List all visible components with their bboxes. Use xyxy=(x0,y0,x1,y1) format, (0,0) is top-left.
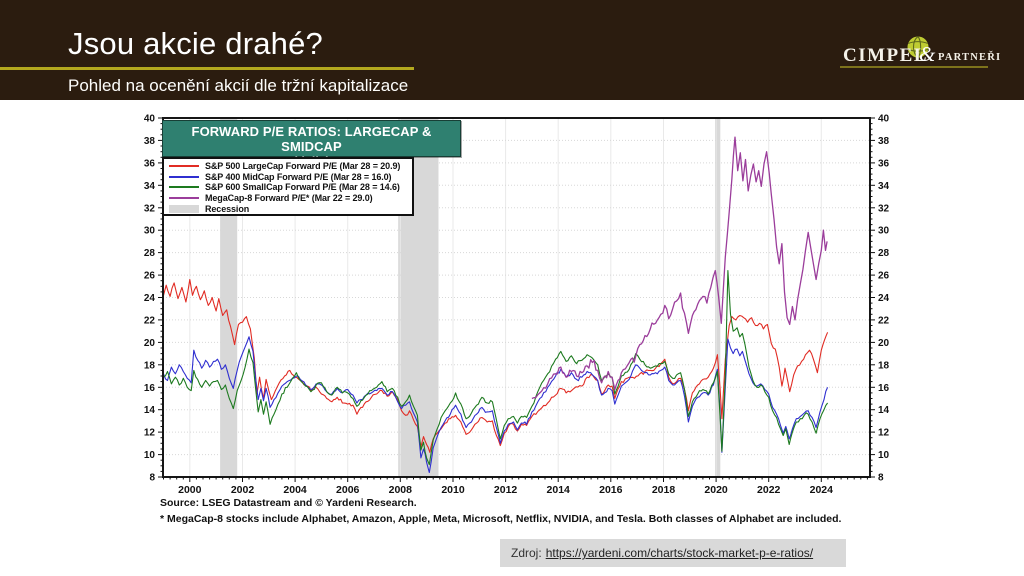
svg-text:2010: 2010 xyxy=(441,484,465,496)
source-bar: Zdroj: https://yardeni.com/charts/stock-… xyxy=(500,539,846,567)
series-sp600-smallcap xyxy=(163,270,829,466)
chart-title-box: FORWARD P/E RATIOS: LARGECAP & SMIDCAP (… xyxy=(162,120,461,169)
series-sp500-largecap xyxy=(162,278,829,453)
source-label: Zdroj: xyxy=(511,546,542,560)
series-megacap-8 xyxy=(531,136,828,400)
svg-text:2000: 2000 xyxy=(178,484,202,496)
logo-partneri-text: PARTNEŘI xyxy=(938,52,1002,63)
legend-item: S&P 500 LargeCap Forward P/E (Mar 28 = 2… xyxy=(169,161,412,172)
logo-underline xyxy=(840,66,988,68)
svg-text:30: 30 xyxy=(878,226,890,237)
chart-legend: S&P 500 LargeCap Forward P/E (Mar 28 = 2… xyxy=(162,157,414,216)
svg-text:34: 34 xyxy=(144,181,156,192)
legend-item: S&P 600 SmallCap Forward P/E (Mar 28 = 1… xyxy=(169,182,412,193)
svg-text:26: 26 xyxy=(144,271,156,282)
title-underline xyxy=(0,67,414,70)
svg-text:18: 18 xyxy=(878,360,890,371)
svg-text:16: 16 xyxy=(878,383,890,394)
legend-line-swatch xyxy=(169,175,199,178)
svg-text:22: 22 xyxy=(878,315,890,326)
svg-text:18: 18 xyxy=(144,360,156,371)
chart-footnote: * MegaCap-8 stocks include Alphabet, Ama… xyxy=(160,513,842,525)
slide-header: Jsou akcie drahé? Pohled na ocenění akci… xyxy=(0,0,1024,100)
svg-text:14: 14 xyxy=(878,405,890,416)
svg-text:38: 38 xyxy=(878,136,890,147)
logo-ampersand: & xyxy=(919,42,936,66)
page-title: Jsou akcie drahé? xyxy=(68,26,324,61)
svg-text:2012: 2012 xyxy=(494,484,518,496)
svg-text:24: 24 xyxy=(144,293,156,304)
svg-text:40: 40 xyxy=(144,114,156,125)
svg-text:2002: 2002 xyxy=(231,484,255,496)
svg-text:2006: 2006 xyxy=(336,484,360,496)
legend-label: S&P 500 LargeCap Forward P/E (Mar 28 = 2… xyxy=(205,161,401,172)
svg-text:2024: 2024 xyxy=(810,484,834,496)
source-link[interactable]: https://yardeni.com/charts/stock-market-… xyxy=(545,546,814,560)
chart-title-line1: FORWARD P/E RATIOS: LARGECAP & SMIDCAP xyxy=(191,124,432,154)
legend-recession-swatch xyxy=(169,204,199,213)
page-subtitle: Pohled na ocenění akcií dle tržní kapita… xyxy=(68,76,409,95)
svg-text:26: 26 xyxy=(878,271,890,282)
svg-text:2004: 2004 xyxy=(283,484,307,496)
svg-text:16: 16 xyxy=(144,383,156,394)
logo-cimpel-text: CIMPEL xyxy=(843,45,928,66)
svg-text:34: 34 xyxy=(878,181,890,192)
svg-text:2008: 2008 xyxy=(389,484,413,496)
svg-text:20: 20 xyxy=(878,338,890,349)
legend-label: Recession xyxy=(205,203,250,214)
svg-text:2016: 2016 xyxy=(599,484,623,496)
legend-label: MegaCap-8 Forward P/E* (Mar 22 = 29.0) xyxy=(205,193,373,204)
svg-text:22: 22 xyxy=(144,315,156,326)
svg-text:2018: 2018 xyxy=(652,484,676,496)
svg-text:8: 8 xyxy=(878,473,884,484)
legend-label: S&P 400 MidCap Forward P/E (Mar 28 = 16.… xyxy=(205,171,392,182)
svg-text:32: 32 xyxy=(144,203,156,214)
series-sp400-midcap xyxy=(162,336,829,474)
svg-text:28: 28 xyxy=(878,248,890,259)
legend-item-recession: Recession xyxy=(169,203,412,214)
svg-text:10: 10 xyxy=(878,450,890,461)
svg-text:20: 20 xyxy=(144,338,156,349)
svg-text:2014: 2014 xyxy=(547,484,571,496)
chart-source-note: Source: LSEG Datastream and © Yardeni Re… xyxy=(160,497,417,509)
svg-text:36: 36 xyxy=(878,158,890,169)
legend-item: MegaCap-8 Forward P/E* (Mar 22 = 29.0) xyxy=(169,193,412,204)
svg-text:30: 30 xyxy=(144,226,156,237)
legend-line-swatch xyxy=(169,165,199,168)
legend-line-swatch xyxy=(169,186,199,189)
svg-text:12: 12 xyxy=(144,428,156,439)
legend-item: S&P 400 MidCap Forward P/E (Mar 28 = 16.… xyxy=(169,172,412,183)
svg-text:40: 40 xyxy=(878,114,890,125)
svg-text:2020: 2020 xyxy=(704,484,728,496)
svg-text:24: 24 xyxy=(878,293,890,304)
svg-text:14: 14 xyxy=(144,405,156,416)
svg-text:8: 8 xyxy=(149,473,155,484)
logo-sphere-icon xyxy=(906,35,930,64)
svg-text:32: 32 xyxy=(878,203,890,214)
legend-label: S&P 600 SmallCap Forward P/E (Mar 28 = 1… xyxy=(205,182,400,193)
legend-line-swatch xyxy=(169,197,199,200)
svg-text:12: 12 xyxy=(878,428,890,439)
svg-text:38: 38 xyxy=(144,136,156,147)
series-lines xyxy=(162,136,829,474)
svg-text:36: 36 xyxy=(144,158,156,169)
svg-text:2022: 2022 xyxy=(757,484,781,496)
svg-text:10: 10 xyxy=(144,450,156,461)
svg-text:28: 28 xyxy=(144,248,156,259)
